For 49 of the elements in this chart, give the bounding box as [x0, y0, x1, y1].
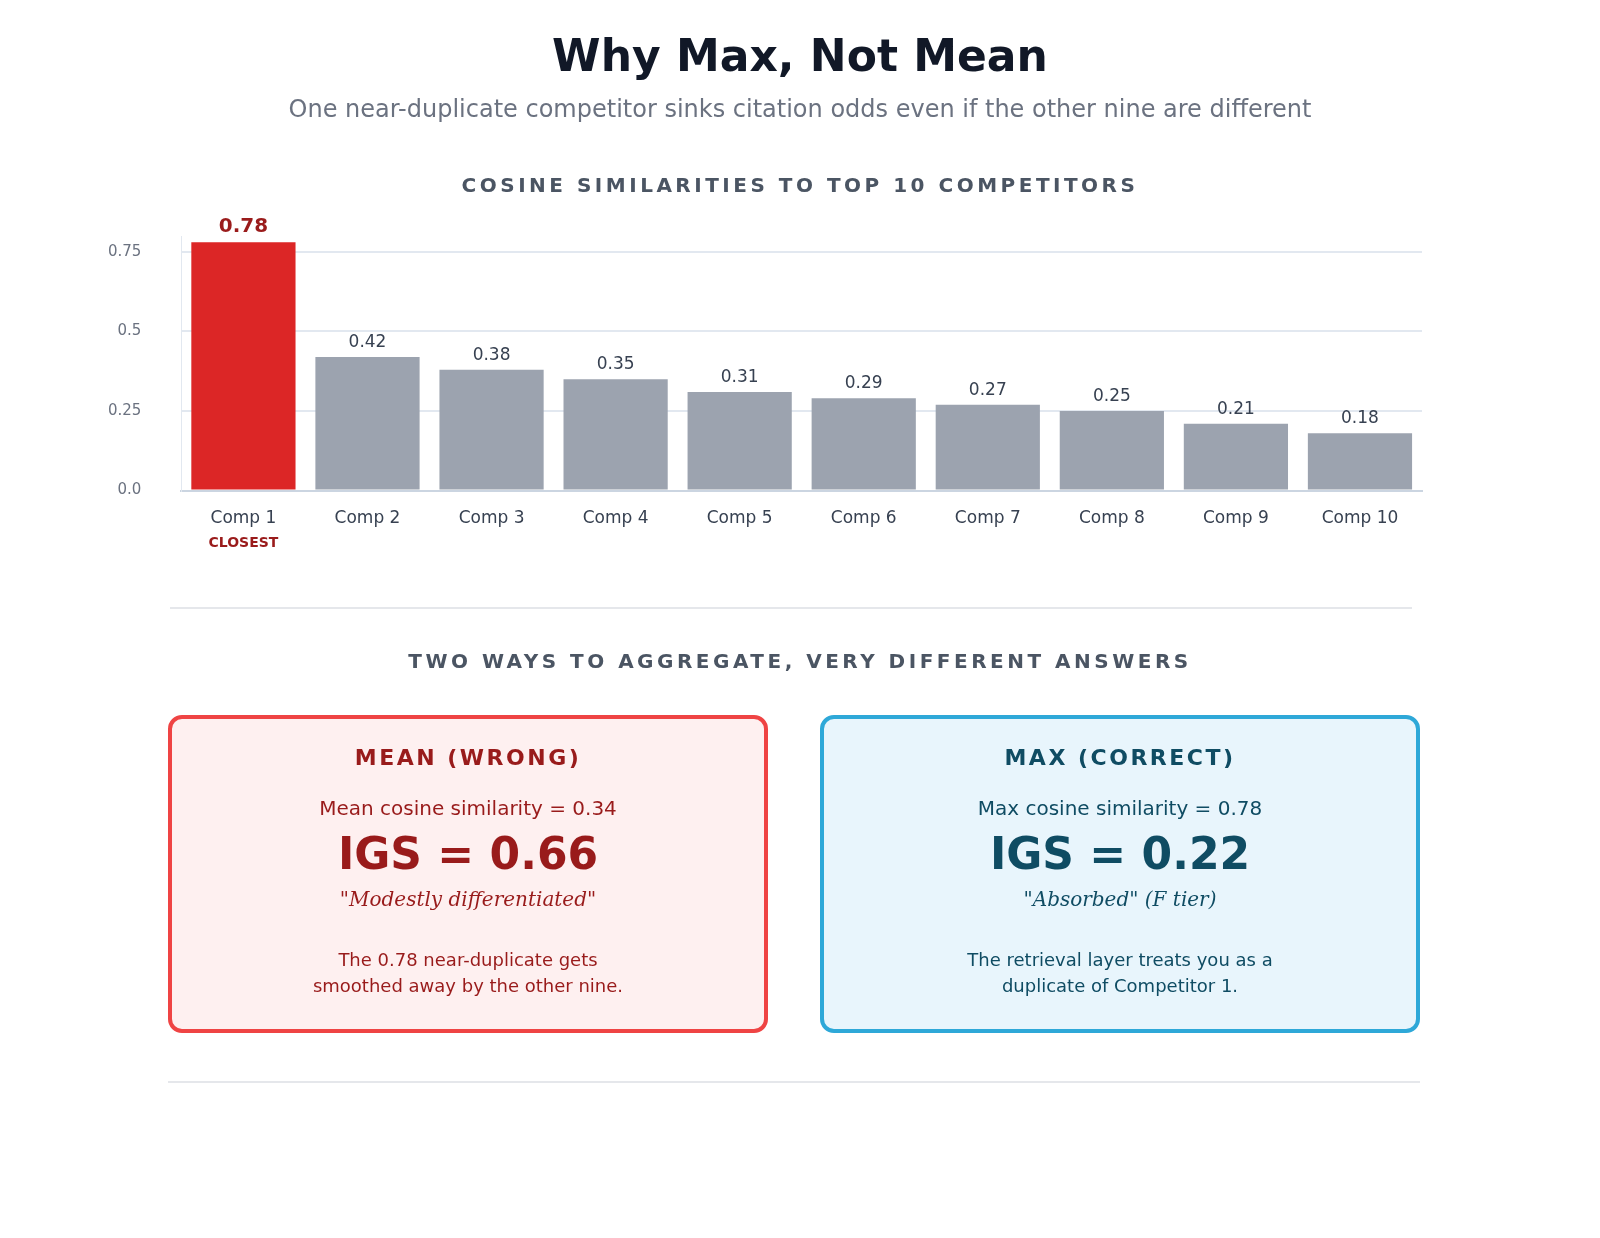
text: MEAN (WRONG) [353, 745, 583, 770]
data-label: 0.31 [720, 365, 759, 386]
bar [315, 356, 420, 490]
y-tick-label: 0.5 [117, 321, 142, 340]
text: COSINE SIMILARITIES TO TOP 10 COMPETITORS [460, 173, 1140, 197]
bar [563, 379, 668, 490]
bar [1183, 423, 1289, 490]
x-tick-label: Comp 1 [210, 507, 277, 528]
bar [811, 398, 916, 490]
bar [1059, 411, 1164, 490]
data-label: 0.35 [596, 353, 635, 374]
text: Mean cosine similarity = 0.34 [318, 796, 618, 820]
data-label: 0.29 [844, 372, 883, 393]
data-label: 0.21 [1216, 397, 1255, 418]
x-tick-label: Comp 10 [1321, 507, 1399, 528]
data-label: 0.42 [348, 330, 387, 351]
x-tick-label: Comp 9 [1202, 507, 1269, 528]
x-tick-label: Comp 5 [706, 507, 773, 528]
y-tick-label: 0.75 [107, 241, 142, 260]
x-tick-label: Comp 6 [830, 507, 897, 528]
y-tick-label: 0.25 [107, 400, 142, 419]
data-label: 0.27 [968, 378, 1007, 399]
text: The 0.78 near-duplicate gets smoothed away by the other nine. [311, 948, 625, 998]
bar [191, 242, 296, 490]
data-label: 0.38 [472, 343, 511, 364]
text: "Modestly differentiated" [338, 887, 598, 911]
chart-title: Why Max, Not Mean [551, 30, 1049, 81]
x-tick-label: Comp 8 [1078, 507, 1145, 528]
x-tick-label: Comp 4 [582, 507, 649, 528]
text: IGS = 0.66 [336, 828, 600, 879]
x-tick-label: Comp 7 [954, 507, 1021, 528]
text: TWO WAYS TO AGGREGATE, VERY DIFFERENT ANSWERS [407, 649, 1193, 673]
text: IGS = 0.22 [988, 828, 1252, 879]
bar [1307, 433, 1413, 490]
text: Max cosine similarity = 0.78 [976, 796, 1264, 820]
bar [439, 369, 544, 490]
chart-subtitle: One near-duplicate competitor sinks citation odds even if the other nine are different [287, 95, 1313, 123]
data-label: 0.25 [1092, 384, 1131, 405]
bar [935, 404, 1040, 490]
x-tick-label: Comp 2 [334, 507, 401, 528]
data-label: 0.18 [1341, 407, 1379, 428]
bar [687, 391, 792, 490]
text: The retrieval layer treats you as a duplicate of Competitor 1. [966, 948, 1274, 998]
x-tick-label: Comp 3 [458, 507, 525, 528]
text: MAX (CORRECT) [1003, 745, 1237, 770]
text: "Absorbed" (F tier) [1022, 887, 1218, 911]
y-tick-label: 0.0 [117, 480, 142, 499]
text: CLOSEST [208, 534, 279, 551]
data-label: 0.78 [218, 212, 269, 237]
